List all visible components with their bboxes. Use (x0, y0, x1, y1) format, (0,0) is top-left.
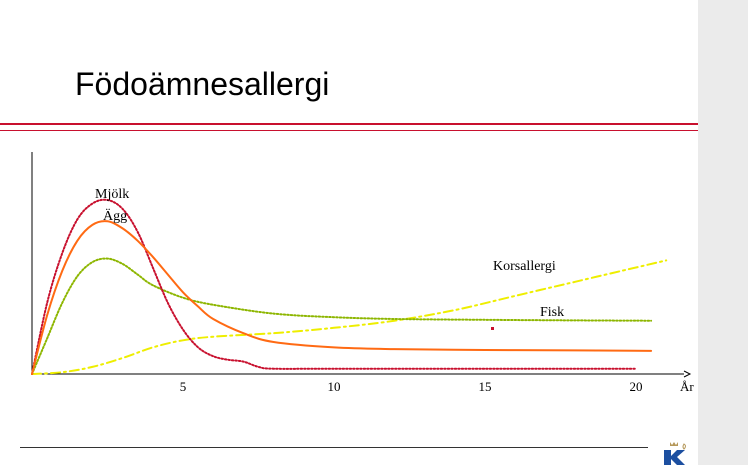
x-tick-label: 20 (630, 379, 643, 394)
chart-labels: Mjölk Ägg Korsallergi Fisk (95, 187, 564, 320)
slide-title: Födoämnesallergi (75, 66, 330, 102)
series-label: Fisk (540, 305, 564, 320)
title-rule-top (0, 123, 698, 125)
series-line-fisk (31, 257, 653, 375)
series-label: Ägg (103, 207, 127, 224)
series-line-ägg (31, 220, 653, 375)
series-line-korsallergi (31, 259, 668, 375)
series-line-mjölk (31, 198, 637, 375)
stray-mark (491, 327, 494, 330)
title-rule-bottom (0, 130, 698, 131)
allergy-chart: 5 10 15 20 År Mjölk Ägg Korsallergi Fisk (31, 152, 695, 394)
series-label: Korsallergi (493, 259, 556, 274)
footer-divider (20, 447, 648, 448)
chart-series (31, 198, 668, 375)
chart-axes (31, 152, 692, 378)
window-margin (698, 0, 748, 465)
x-axis-arrow-icon (683, 370, 692, 378)
series-label: Mjölk (95, 187, 129, 202)
slide: Födoämnesallergi 5 10 15 20 År Mjölk Ägg Korsa… (0, 66, 698, 448)
x-tick-label: 5 (180, 379, 187, 394)
x-axis-label: År (680, 379, 694, 394)
x-tick-label: 15 (479, 379, 492, 394)
x-tick-label: 10 (328, 379, 341, 394)
chart-ticks: 5 10 15 20 År (180, 379, 695, 394)
ki-logo-icon (664, 442, 686, 465)
